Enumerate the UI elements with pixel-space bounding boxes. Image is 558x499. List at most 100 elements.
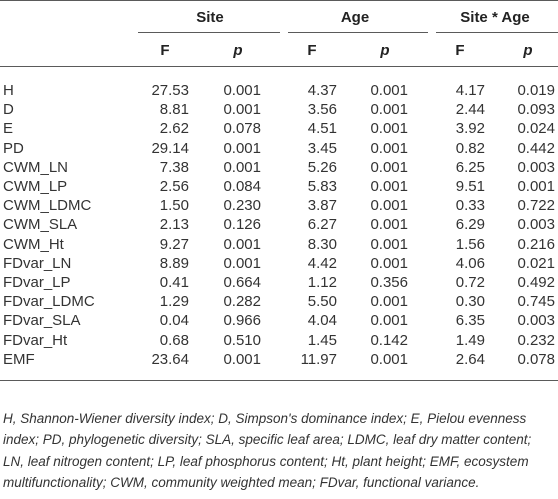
- f-value-cell: 4.51: [307, 120, 337, 138]
- table-row: FDvar_LP 0.41 0.664 1.12 0.356 0.72 0.492: [0, 274, 558, 294]
- top-rule: [0, 0, 558, 1]
- site-age-group-rule: [436, 32, 558, 33]
- subheader-age-f: F: [307, 42, 317, 59]
- p-value-cell: 0.078: [517, 350, 555, 368]
- f-value-cell: 7.38: [159, 158, 189, 176]
- row-label: D: [3, 101, 14, 119]
- table-footnote: H, Shannon-Wiener diversity index; D, Si…: [3, 410, 532, 491]
- p-value-cell: 0.001: [370, 82, 408, 99]
- f-value-cell: 1.56: [455, 235, 485, 253]
- f-value-cell: 2.44: [455, 101, 485, 119]
- table-row: CWM_SLA 2.13 0.126 6.27 0.001 6.29 0.003: [0, 216, 558, 236]
- p-value-cell: 0.001: [223, 158, 261, 176]
- p-value-cell: 0.003: [517, 216, 555, 234]
- p-value-cell: 0.282: [223, 293, 261, 311]
- p-value-cell: 0.019: [517, 82, 555, 99]
- table-row: H 27.53 0.001 4.37 0.001 4.17 0.019: [0, 82, 558, 102]
- subheader-siteage-p: p: [523, 42, 533, 59]
- f-value-cell: 0.72: [455, 274, 485, 291]
- table-row: D 8.81 0.001 3.56 0.001 2.44 0.093: [0, 101, 558, 121]
- p-value-cell: 0.001: [223, 350, 261, 368]
- row-label: CWM_LP: [3, 178, 68, 195]
- f-value-cell: 6.35: [455, 312, 485, 330]
- f-value-cell: 0.41: [159, 274, 189, 291]
- f-value-cell: 0.68: [159, 331, 189, 349]
- f-value-cell: 8.30: [307, 235, 337, 253]
- subheader-site-p: p: [233, 42, 243, 59]
- p-value-cell: 0.001: [370, 312, 408, 330]
- p-value-cell: 0.001: [370, 350, 408, 368]
- p-value-cell: 0.510: [223, 331, 261, 349]
- table-row: FDvar_LDMC 1.29 0.282 5.50 0.001 0.30 0.745: [0, 293, 558, 313]
- row-label: E: [3, 120, 14, 138]
- p-value-cell: 0.216: [517, 235, 555, 253]
- f-value-cell: 3.92: [455, 120, 485, 138]
- p-value-cell: 0.024: [517, 120, 555, 138]
- table-row: PD 29.14 0.001 3.45 0.001 0.82 0.442: [0, 140, 558, 160]
- table-row: CWM_LDMC 1.50 0.230 3.87 0.001 0.33 0.722: [0, 197, 558, 217]
- f-value-cell: 8.89: [159, 254, 189, 272]
- group-header-site-age: Site * Age: [460, 9, 530, 26]
- f-value-cell: 2.56: [159, 178, 189, 195]
- p-value-cell: 0.001: [223, 254, 261, 272]
- f-value-cell: 9.27: [159, 235, 189, 253]
- site-group-rule: [138, 32, 280, 33]
- f-value-cell: 3.87: [307, 197, 337, 215]
- p-value-cell: 0.093: [517, 101, 555, 119]
- row-label: FDvar_LN: [3, 254, 72, 272]
- f-value-cell: 3.56: [307, 101, 337, 119]
- p-value-cell: 0.001: [370, 120, 408, 138]
- p-value-cell: 0.001: [370, 235, 408, 253]
- row-label: CWM_LN: [3, 158, 69, 176]
- row-label: PD: [3, 139, 24, 157]
- f-value-cell: 1.29: [159, 293, 189, 311]
- f-value-cell: 4.42: [307, 254, 337, 272]
- f-value-cell: 3.45: [307, 139, 337, 157]
- p-value-cell: 0.722: [517, 197, 555, 215]
- p-value-cell: 0.003: [517, 158, 555, 176]
- header-rule: [0, 66, 558, 67]
- f-value-cell: 0.33: [455, 197, 485, 215]
- f-value-cell: 4.17: [455, 82, 485, 99]
- p-value-cell: 0.664: [223, 274, 261, 291]
- p-value-cell: 0.142: [370, 331, 408, 349]
- row-label: CWM_Ht: [3, 235, 64, 253]
- table-row: CWM_LP 2.56 0.084 5.83 0.001 9.51 0.001: [0, 178, 558, 198]
- row-label: CWM_SLA: [3, 216, 78, 234]
- p-value-cell: 0.001: [517, 178, 555, 195]
- f-value-cell: 0.30: [455, 293, 485, 311]
- age-group-rule: [288, 32, 428, 33]
- f-value-cell: 5.50: [307, 293, 337, 311]
- group-header-site: Site: [196, 9, 224, 26]
- row-label: H: [3, 82, 14, 99]
- p-value-cell: 0.001: [370, 197, 408, 215]
- p-value-cell: 0.230: [223, 197, 261, 215]
- table-row: CWM_Ht 9.27 0.001 8.30 0.001 1.56 0.216: [0, 236, 558, 256]
- f-value-cell: 0.04: [159, 312, 189, 330]
- bottom-rule: [0, 380, 558, 381]
- row-label: FDvar_SLA: [3, 312, 81, 330]
- f-value-cell: 1.50: [159, 197, 189, 215]
- row-label: FDvar_LP: [3, 274, 71, 291]
- p-value-cell: 0.356: [370, 274, 408, 291]
- row-label: FDvar_LDMC: [3, 293, 95, 311]
- f-value-cell: 0.82: [455, 139, 485, 157]
- row-label: FDvar_Ht: [3, 331, 68, 349]
- f-value-cell: 6.29: [455, 216, 485, 234]
- f-value-cell: 6.27: [307, 216, 337, 234]
- table-row: E 2.62 0.078 4.51 0.001 3.92 0.024: [0, 120, 558, 140]
- table-row: FDvar_Ht 0.68 0.510 1.45 0.142 1.49 0.232: [0, 332, 558, 352]
- table-row: FDvar_LN 8.89 0.001 4.42 0.001 4.06 0.021: [0, 255, 558, 275]
- p-value-cell: 0.492: [517, 274, 555, 291]
- group-header-age: Age: [340, 9, 370, 26]
- p-value-cell: 0.232: [517, 331, 555, 349]
- p-value-cell: 0.442: [517, 139, 555, 157]
- f-value-cell: 23.64: [151, 350, 189, 368]
- row-label: CWM_LDMC: [3, 197, 92, 215]
- f-value-cell: 6.25: [455, 158, 485, 176]
- p-value-cell: 0.001: [370, 178, 408, 195]
- f-value-cell: 9.51: [455, 178, 485, 195]
- f-value-cell: 2.62: [159, 120, 189, 138]
- p-value-cell: 0.001: [370, 101, 408, 119]
- f-value-cell: 1.45: [307, 331, 337, 349]
